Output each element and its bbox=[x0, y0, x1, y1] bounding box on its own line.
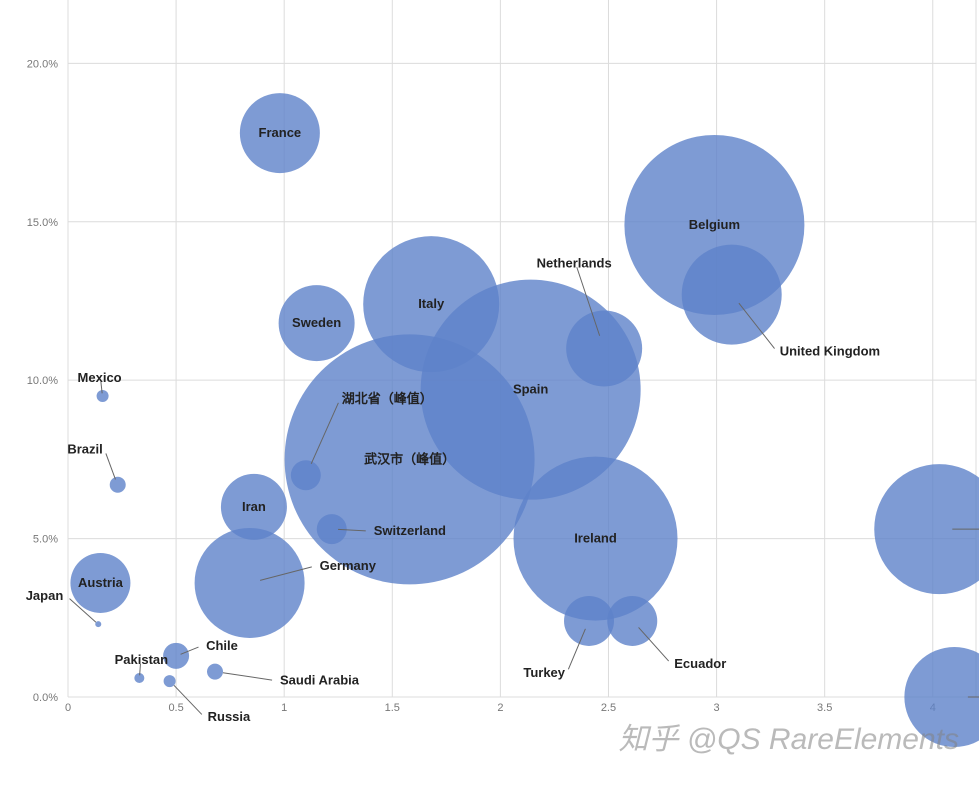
x-tick-label: 1.5 bbox=[385, 702, 400, 714]
bubble-label: 湖北省（峰值） bbox=[342, 391, 433, 406]
x-tick-label: 2.5 bbox=[601, 702, 616, 714]
bubble bbox=[607, 596, 657, 646]
bubble-label: Ireland bbox=[574, 531, 617, 546]
bubble-label: Chile bbox=[206, 638, 238, 653]
bubble bbox=[164, 675, 176, 687]
bubble bbox=[110, 477, 126, 493]
bubble-label: Austria bbox=[78, 575, 124, 590]
x-tick-label: 3 bbox=[714, 702, 720, 714]
bubble-label: Japan bbox=[26, 588, 64, 603]
y-tick-label: 15.0% bbox=[27, 217, 58, 229]
bubble-label: Belgium bbox=[689, 217, 740, 232]
bubble-label: Italy bbox=[418, 296, 445, 311]
bubble-label: Netherlands bbox=[537, 256, 612, 271]
y-tick-label: 20.0% bbox=[27, 58, 58, 70]
bubble-label: Turkey bbox=[523, 665, 565, 680]
x-tick-label: 0 bbox=[65, 702, 71, 714]
bubble bbox=[317, 514, 347, 544]
y-tick-label: 0.0% bbox=[33, 692, 58, 704]
bubble bbox=[95, 621, 101, 627]
bubble bbox=[682, 245, 782, 345]
bubble bbox=[207, 664, 223, 680]
bubble-label: Russia bbox=[208, 709, 251, 724]
x-tick-label: 3.5 bbox=[817, 702, 832, 714]
bubble bbox=[564, 596, 614, 646]
x-tick-label: 0.5 bbox=[168, 702, 183, 714]
bubble-label: Iran bbox=[242, 499, 266, 514]
bubble-label: France bbox=[259, 125, 302, 140]
leader-line bbox=[223, 673, 272, 680]
bubble-label: Germany bbox=[320, 558, 377, 573]
x-tick-label: 2 bbox=[497, 702, 503, 714]
bubble-label: United Kingdom bbox=[780, 344, 880, 359]
bubble-label: Ecuador bbox=[674, 656, 726, 671]
bubble bbox=[904, 647, 979, 747]
bubble-label: Pakistan bbox=[115, 652, 169, 667]
bubble-label: Switzerland bbox=[374, 523, 446, 538]
leader-line bbox=[106, 453, 116, 479]
bubble bbox=[195, 528, 305, 638]
x-tick-label: 1 bbox=[281, 702, 287, 714]
bubble-label: 武汉市（峰值） bbox=[364, 451, 455, 466]
bubble-label: Saudi Arabia bbox=[280, 673, 360, 688]
chart-svg: 00.511.522.533.540.0%5.0%10.0%15.0%20.0%… bbox=[0, 0, 979, 786]
bubble-label: Sweden bbox=[292, 315, 341, 330]
bubble-label: Mexico bbox=[78, 370, 122, 385]
bubble-label: Spain bbox=[513, 382, 548, 397]
y-tick-label: 5.0% bbox=[33, 534, 58, 546]
bubble-chart: 00.511.522.533.540.0%5.0%10.0%15.0%20.0%… bbox=[0, 0, 979, 786]
bubble bbox=[97, 390, 109, 402]
y-tick-label: 10.0% bbox=[27, 375, 58, 387]
bubble-label: Brazil bbox=[67, 442, 102, 457]
